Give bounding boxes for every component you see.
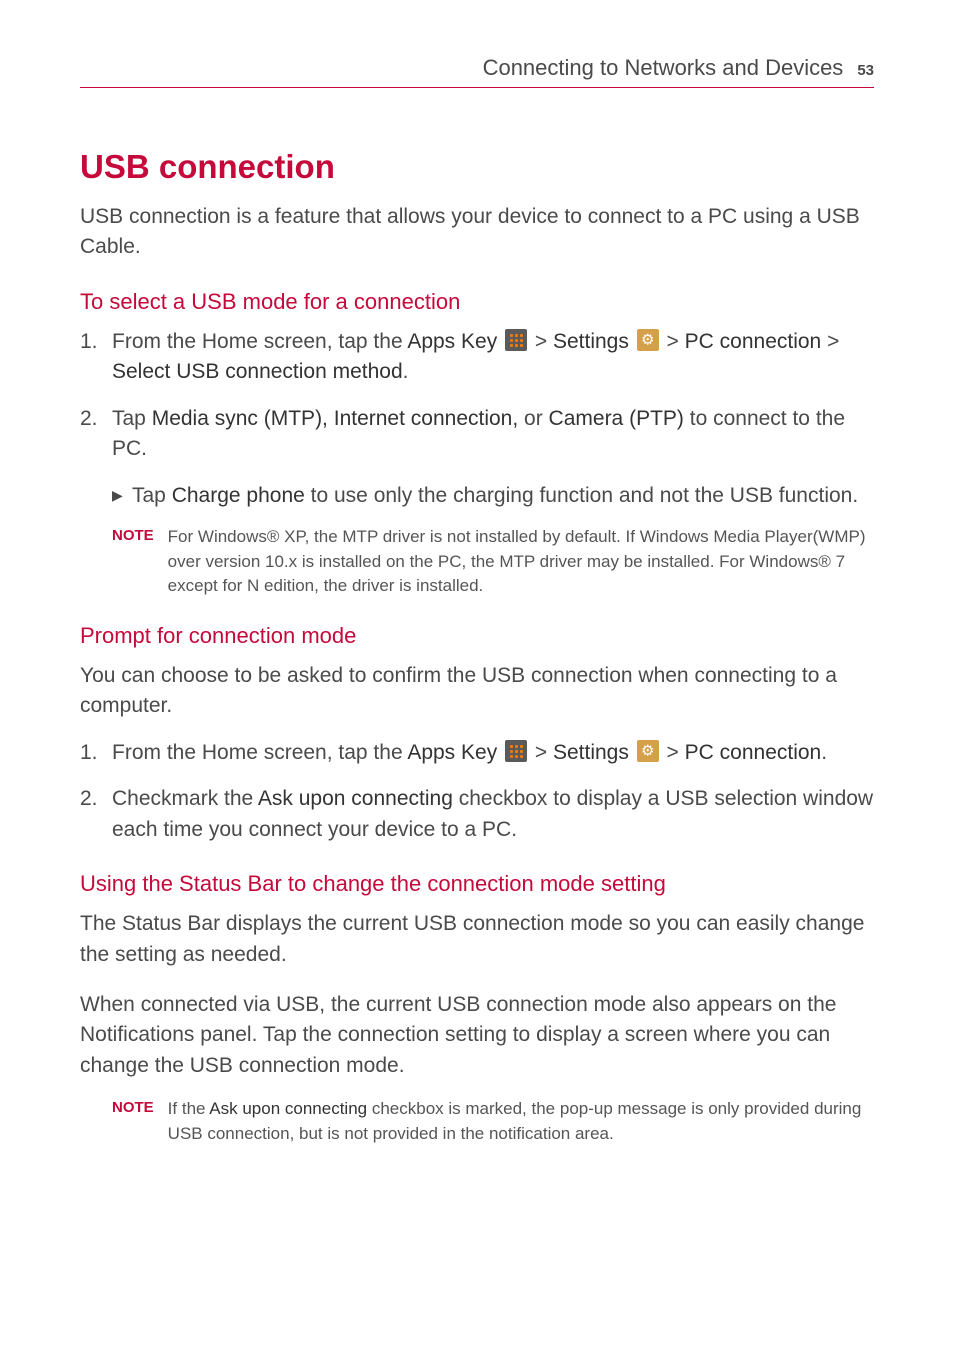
section3-para2: When connected via USB, the current USB … bbox=[80, 990, 874, 1081]
bullet-marker: ▶ bbox=[112, 485, 123, 505]
apps-key-label: Apps Key bbox=[407, 330, 497, 353]
gt3: > bbox=[821, 330, 839, 353]
section2-heading: Prompt for connection mode bbox=[80, 623, 874, 649]
media-sync-label: Media sync (MTP), Internet connection, bbox=[152, 407, 519, 430]
s2-item2-pre: Checkmark the bbox=[112, 787, 258, 810]
note2-pre: If the bbox=[168, 1099, 210, 1118]
section1-heading: To select a USB mode for a connection bbox=[80, 289, 874, 315]
note-label: NOTE bbox=[112, 525, 154, 544]
intro-paragraph: USB connection is a feature that allows … bbox=[80, 202, 874, 263]
s2-item1-pre: From the Home screen, tap the bbox=[112, 741, 407, 764]
step1-period: . bbox=[403, 360, 409, 383]
section3-para1: The Status Bar displays the current USB … bbox=[80, 909, 874, 970]
settings-icon bbox=[637, 740, 659, 762]
s2-gt2: > bbox=[661, 741, 685, 764]
list-number: 2. bbox=[80, 404, 98, 434]
list-number: 1. bbox=[80, 738, 98, 768]
camera-ptp-label: Camera (PTP) bbox=[549, 407, 684, 430]
s2-period: . bbox=[821, 741, 827, 764]
section3-heading: Using the Status Bar to change the conne… bbox=[80, 871, 874, 897]
apps-key-label: Apps Key bbox=[407, 741, 497, 764]
note-text: For Windows® XP, the MTP driver is not i… bbox=[168, 525, 874, 599]
ask-upon-connecting-label: Ask upon connecting bbox=[209, 1099, 367, 1118]
main-heading: USB connection bbox=[80, 148, 874, 186]
bullet-post: to use only the charging function and no… bbox=[305, 484, 858, 507]
apps-key-icon bbox=[505, 329, 527, 351]
settings-label: Settings bbox=[553, 330, 629, 353]
step2-or: or bbox=[518, 407, 548, 430]
settings-label: Settings bbox=[553, 741, 629, 764]
header-title: Connecting to Networks and Devices bbox=[483, 55, 844, 81]
gt2: > bbox=[661, 330, 685, 353]
step1-text-pre: From the Home screen, tap the bbox=[112, 330, 407, 353]
page-header: Connecting to Networks and Devices 53 bbox=[80, 55, 874, 88]
section2-intro: You can choose to be asked to confirm th… bbox=[80, 661, 874, 722]
charge-phone-label: Charge phone bbox=[172, 484, 305, 507]
note-1: NOTE For Windows® XP, the MTP driver is … bbox=[112, 525, 874, 599]
settings-icon bbox=[637, 329, 659, 351]
s2-gt1: > bbox=[529, 741, 553, 764]
note-2: NOTE If the Ask upon connecting checkbox… bbox=[112, 1097, 874, 1146]
bullet-pre: Tap bbox=[132, 484, 172, 507]
pc-connection-label: PC connection bbox=[685, 330, 822, 353]
step-2-b: 2. Checkmark the Ask upon connecting che… bbox=[80, 784, 874, 845]
apps-key-icon bbox=[505, 740, 527, 762]
note-text: If the Ask upon connecting checkbox is m… bbox=[168, 1097, 874, 1146]
step-1-b: 1. From the Home screen, tap the Apps Ke… bbox=[80, 738, 874, 768]
ask-upon-connecting-label: Ask upon connecting bbox=[258, 787, 453, 810]
section-prompt: Prompt for connection mode You can choos… bbox=[80, 623, 874, 845]
step-1: 1. From the Home screen, tap the Apps Ke… bbox=[80, 327, 874, 388]
bullet-charge: ▶ Tap Charge phone to use only the charg… bbox=[80, 481, 874, 511]
step-2: 2. Tap Media sync (MTP), Internet connec… bbox=[80, 404, 874, 465]
select-usb-label: Select USB connection method bbox=[112, 360, 403, 383]
section-select-usb: To select a USB mode for a connection 1.… bbox=[80, 289, 874, 599]
section-status-bar: Using the Status Bar to change the conne… bbox=[80, 871, 874, 1146]
gt1: > bbox=[529, 330, 553, 353]
pc-connection-label: PC connection bbox=[685, 741, 822, 764]
note-label: NOTE bbox=[112, 1097, 154, 1116]
list-number: 2. bbox=[80, 784, 98, 814]
step2-pre: Tap bbox=[112, 407, 152, 430]
list-number: 1. bbox=[80, 327, 98, 357]
page-number: 53 bbox=[857, 62, 874, 79]
